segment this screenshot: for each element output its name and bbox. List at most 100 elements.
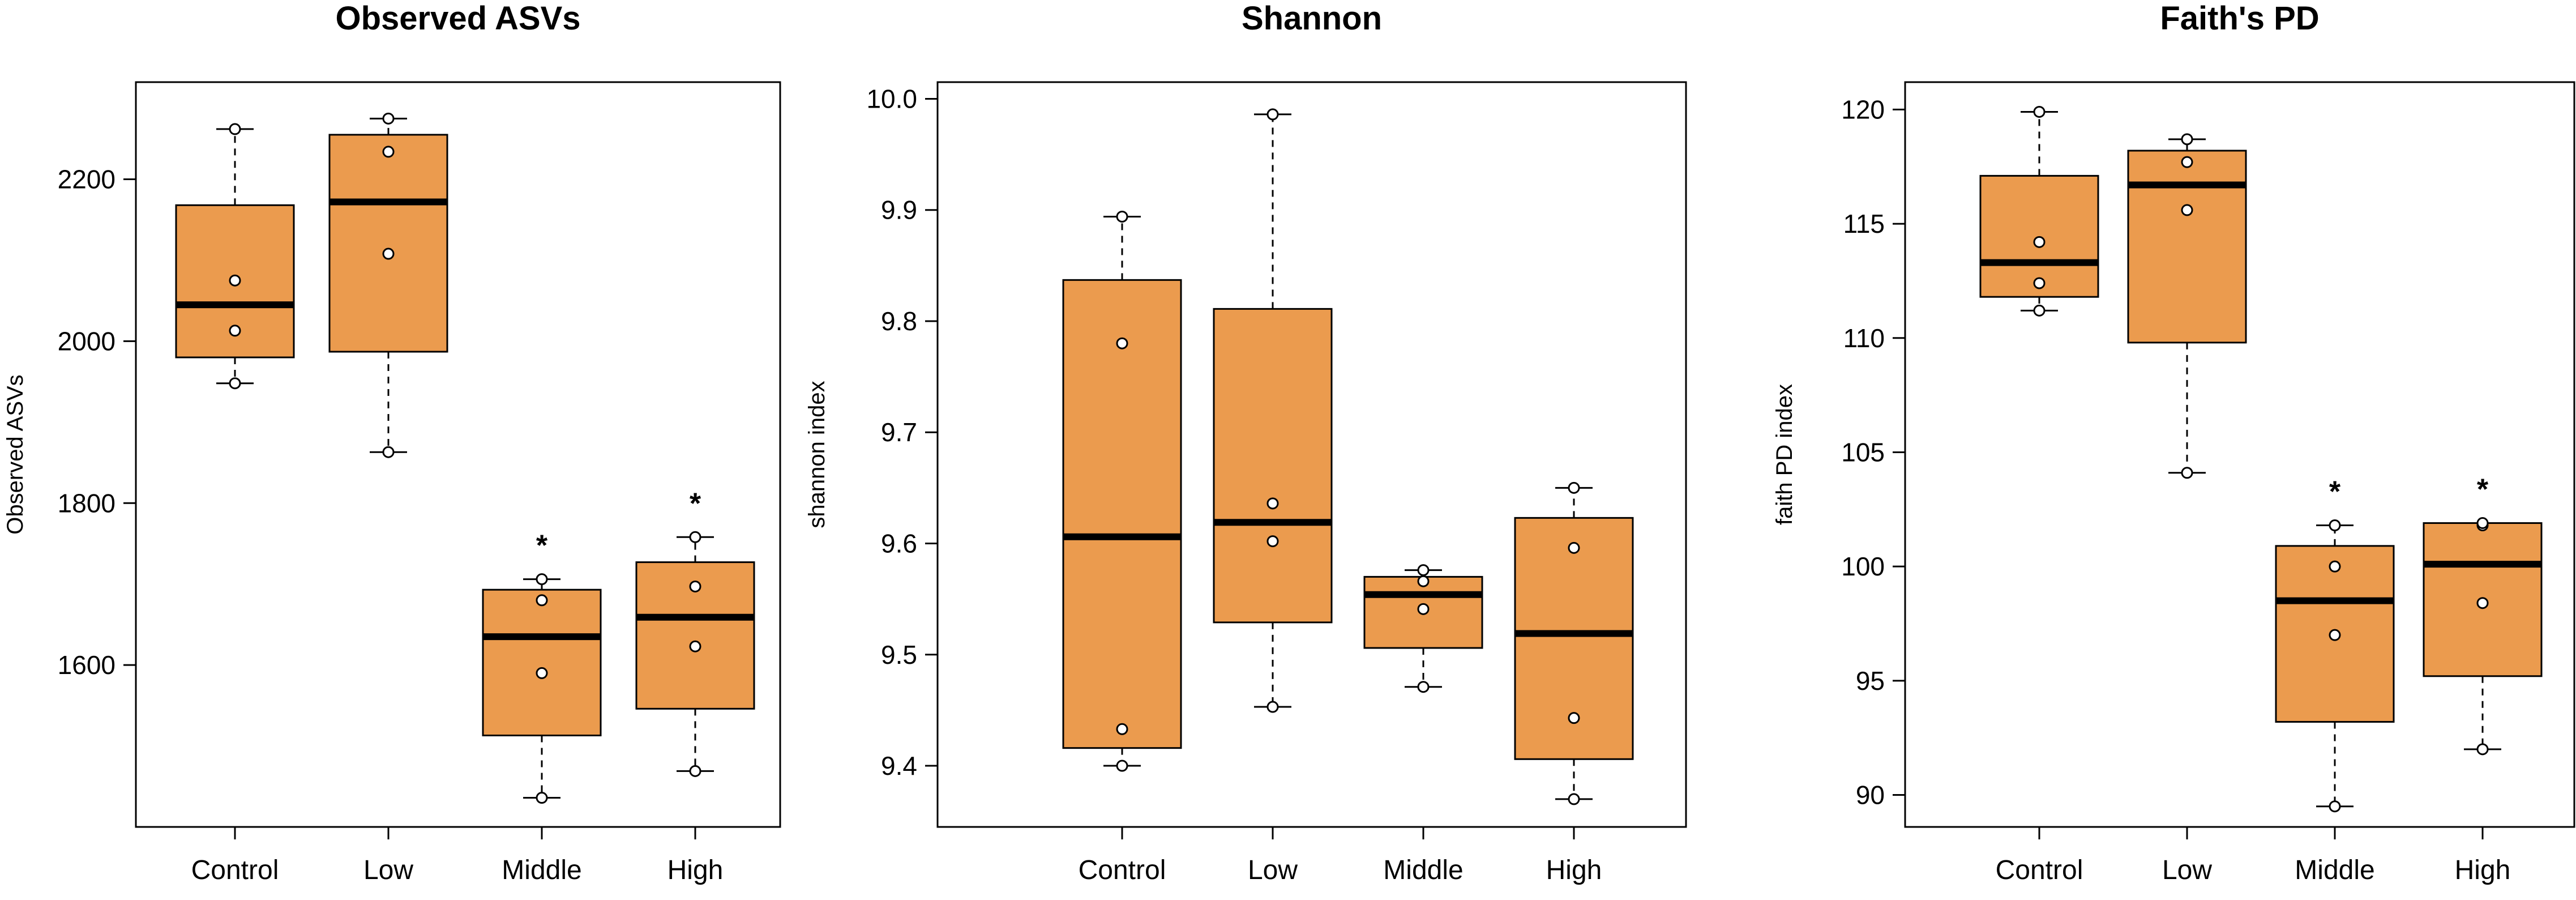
x-tick-label: Control	[1079, 855, 1166, 885]
data-point	[1568, 541, 1580, 554]
data-point	[1266, 497, 1279, 510]
chart-title: Faith's PD	[2160, 0, 2319, 37]
plot-frame	[135, 81, 781, 828]
y-tick-label: 9.6	[881, 529, 917, 558]
data-point	[1116, 210, 1128, 223]
data-point	[2033, 304, 2046, 317]
significance-marker: *	[2477, 474, 2489, 506]
data-point	[382, 112, 395, 125]
data-point	[2033, 277, 2046, 289]
data-point	[1568, 793, 1580, 805]
y-tick-label: 120	[1841, 95, 1885, 124]
data-point	[1116, 723, 1128, 735]
data-point	[1568, 481, 1580, 494]
data-point	[382, 248, 395, 260]
chart-title: Shannon	[1242, 0, 1382, 37]
plot-frame	[1904, 81, 2575, 828]
data-point	[2329, 629, 2341, 641]
y-tick-label: 100	[1841, 552, 1885, 581]
data-point	[536, 594, 548, 607]
data-point	[382, 146, 395, 158]
data-point	[536, 573, 548, 586]
box-group-high: High *	[635, 487, 755, 885]
x-tick-label: Control	[191, 855, 279, 885]
box-group-high: High	[1514, 481, 1634, 885]
y-tick-label: 9.5	[881, 640, 917, 669]
box-group-low: Low	[328, 112, 448, 885]
x-tick-label: Control	[1996, 855, 2083, 885]
y-tick-label: 10.0	[866, 84, 917, 113]
significance-marker: *	[2329, 476, 2341, 509]
box-iqr	[1213, 308, 1333, 624]
box-group-control: Control	[175, 123, 295, 885]
data-point	[689, 640, 701, 652]
data-point	[229, 377, 241, 390]
y-tick-label: 9.4	[881, 751, 917, 780]
chart-title: Observed ASVs	[335, 0, 580, 37]
y-tick-label: 9.7	[881, 417, 917, 447]
y-tick-label: 115	[1843, 209, 1885, 238]
data-point	[689, 580, 701, 592]
data-point	[1116, 337, 1128, 349]
data-point	[2181, 156, 2193, 168]
data-point	[1568, 712, 1580, 724]
data-point	[2181, 133, 2193, 146]
data-point	[229, 274, 241, 287]
box-group-middle: Middle *	[482, 530, 602, 885]
box-group-middle: Middle *	[2275, 476, 2395, 885]
data-point	[1417, 681, 1430, 693]
data-point	[536, 792, 548, 804]
box-group-middle: Middle	[1363, 564, 1483, 885]
x-tick-label: Middle	[1383, 855, 1463, 885]
plot-frame	[936, 81, 1687, 828]
box-group-high: High *	[2423, 474, 2543, 885]
box-iqr	[1062, 279, 1182, 749]
y-axis-label: Observed ASVs	[3, 374, 28, 534]
x-tick-label: High	[667, 855, 724, 885]
box-group-low: Low	[1213, 108, 1333, 885]
y-tick-label: 2200	[58, 165, 115, 194]
chart-panel-2: Shannon shannon index 9.4 9.5 9.6 9.7 9.8 9.9 10…	[805, 0, 1687, 885]
box-iqr	[2127, 150, 2247, 344]
x-tick-label: Low	[2162, 855, 2212, 885]
data-point	[2181, 204, 2193, 216]
data-point	[1417, 603, 1430, 615]
data-point	[1417, 575, 1430, 587]
data-point	[689, 531, 701, 543]
x-tick-label: Middle	[2295, 855, 2374, 885]
x-tick-label: Middle	[502, 855, 581, 885]
data-point	[1266, 535, 1279, 548]
data-point	[2181, 467, 2193, 479]
x-tick-label: High	[1546, 855, 1602, 885]
y-tick-label: 110	[1843, 323, 1885, 353]
y-tick-label: 9.8	[881, 306, 917, 336]
data-point	[382, 446, 395, 458]
significance-marker: *	[536, 530, 548, 562]
data-point	[229, 325, 241, 337]
box-group-low: Low	[2127, 133, 2247, 885]
y-tick-label: 95	[1856, 666, 1885, 696]
y-axis-label: faith PD index	[1772, 384, 1797, 525]
y-axis-label: shannon index	[805, 381, 829, 528]
data-point	[2033, 236, 2046, 248]
data-point	[2329, 519, 2341, 532]
data-point	[536, 667, 548, 679]
data-point	[1417, 564, 1430, 577]
box-iqr	[482, 588, 602, 736]
box-group-control: Control	[1979, 105, 2099, 885]
data-point	[2476, 517, 2489, 530]
y-tick-label: 1800	[58, 488, 115, 518]
box-iqr	[328, 134, 448, 353]
x-tick-label: High	[2455, 855, 2511, 885]
data-point	[229, 123, 241, 135]
x-tick-label: Low	[1248, 855, 1298, 885]
data-point	[2033, 105, 2046, 118]
data-point	[689, 765, 701, 777]
data-point	[2476, 743, 2489, 756]
data-point	[2329, 560, 2341, 573]
y-tick-label: 90	[1856, 780, 1885, 810]
y-tick-label: 2000	[58, 326, 115, 356]
chart-panel-1: Observed ASVs Observed ASVs 1600 1800 2000 22…	[3, 0, 781, 885]
y-tick-label: 1600	[58, 650, 115, 680]
